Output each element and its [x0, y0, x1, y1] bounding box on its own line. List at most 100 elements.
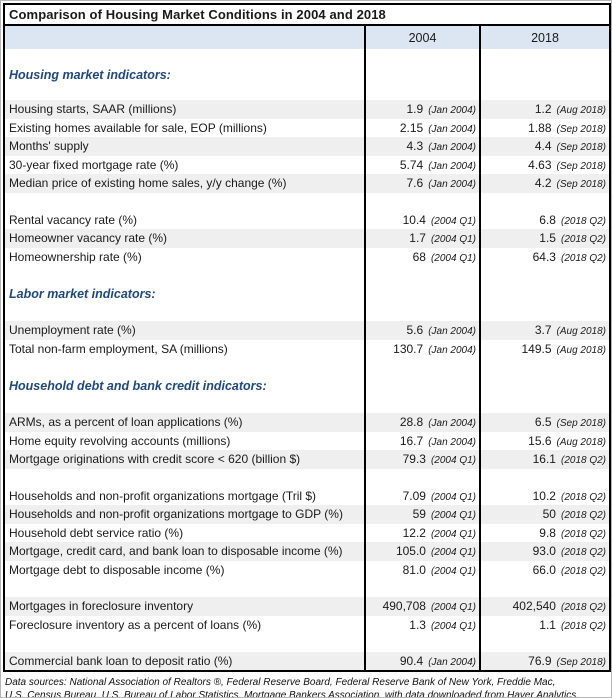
- spacer-label-cell: [4, 634, 365, 652]
- value-number: 149.5: [521, 341, 552, 356]
- value-2004-cell: 1.7 (2004 Q1): [364, 229, 480, 248]
- value-date: (2004 Q1): [430, 528, 476, 540]
- spacer-2018-cell: [478, 579, 611, 597]
- value-2018-cell: 1.88 (Sep 2018): [478, 118, 611, 137]
- value-2018-cell: 3.7 (Aug 2018): [478, 321, 611, 340]
- value-number: 1.7: [409, 231, 426, 246]
- value-group: 1.2 (Aug 2018): [482, 102, 609, 117]
- value-date: (Jan 2004): [428, 436, 476, 448]
- indicator-label-cell: Existing homes available for sale, EOP (…: [9, 120, 267, 135]
- value-number: 6.5: [534, 415, 552, 430]
- value-date: (Aug 2018): [556, 344, 607, 356]
- value-group: 90.4 (Jan 2004): [367, 654, 479, 668]
- spacer-2018-cell: [478, 468, 611, 487]
- value-2004-cell: 10.4 (2004 Q1): [364, 210, 480, 229]
- value-date: (Jan 2004): [428, 160, 476, 172]
- spacer-2018-cell: [478, 192, 611, 211]
- indicator-label-cell: Mortgage, credit card, and bank loan to …: [4, 542, 365, 561]
- value-group: 93.0 (2018 Q2): [482, 544, 609, 559]
- column-header-2004: 2004: [364, 25, 480, 49]
- value-date: (2018 Q2): [560, 547, 607, 559]
- indicator-label-cell: 30-year fixed mortgage rate (%): [9, 157, 179, 172]
- value-date: (2018 Q2): [560, 455, 607, 467]
- value-group: 149.5 (Aug 2018): [482, 341, 609, 356]
- value-group: 1.9 (Jan 2004): [367, 102, 479, 117]
- value-number: 4.4: [534, 139, 552, 154]
- value-date: (Jan 2004): [428, 123, 476, 135]
- value-number: 6.8: [539, 212, 556, 227]
- value-2018-cell: 64.3 (2018 Q2): [478, 247, 611, 266]
- value-date: (2018 Q2): [560, 620, 607, 632]
- empty-2018-cell: [478, 266, 611, 321]
- spacer-2004-cell: [364, 468, 480, 487]
- value-2018-cell: 6.5 (Sep 2018): [478, 413, 611, 432]
- value-date: (Jan 2004): [428, 142, 476, 154]
- value-group: 1.88 (Sep 2018): [482, 120, 609, 135]
- value-2004-cell: 2.15 (Jan 2004): [364, 118, 480, 137]
- value-2004-cell: 1.9 (Jan 2004): [364, 100, 480, 119]
- value-date: (2004 Q1): [430, 510, 476, 522]
- empty-2004-cell: [364, 49, 480, 100]
- value-date: (Jan 2004): [428, 344, 476, 356]
- value-2004-cell: 130.7 (Jan 2004): [364, 339, 480, 358]
- value-date: (2018 Q2): [560, 602, 607, 614]
- value-group: 59 (2004 Q1): [367, 507, 479, 522]
- value-number: 1.88: [528, 120, 552, 135]
- spacer-label-cell: [4, 193, 365, 211]
- value-2018-cell: 4.4 (Sep 2018): [478, 137, 611, 156]
- value-number: 16.7: [399, 433, 424, 448]
- value-2018-cell: 93.0 (2018 Q2): [478, 542, 611, 561]
- value-2004-cell: 79.3 (2004 Q1): [364, 450, 480, 469]
- indicator-label-cell: Rental vacancy rate (%): [9, 212, 138, 227]
- value-date: (2018 Q2): [560, 215, 607, 227]
- spacer-2004-cell: [364, 634, 480, 652]
- value-group: 2.15 (Jan 2004): [367, 121, 479, 135]
- value-group: 6.8 (2018 Q2): [482, 212, 609, 227]
- value-number: 5.6: [406, 323, 424, 338]
- section-heading-cell: Labor market indicators:: [4, 266, 365, 321]
- table-row: Total non-farm employment, SA (millions)…: [4, 339, 611, 358]
- value-number: 105.0: [395, 544, 426, 559]
- table-row: Household debt service ratio (%) 12.2 (200…: [4, 523, 611, 542]
- title-row: Comparison of Housing Market Conditions …: [4, 4, 611, 26]
- value-group: 81.0 (2004 Q1): [367, 562, 479, 577]
- indicator-column-header: [4, 25, 365, 49]
- table-row: Home equity revolving accounts (millions…: [4, 431, 611, 450]
- spacer-row: [4, 192, 611, 211]
- value-2004-cell: 90.4 (Jan 2004): [364, 652, 480, 671]
- value-number: 16.1: [532, 452, 556, 467]
- value-number: 9.8: [539, 525, 556, 540]
- value-number: 1.9: [406, 102, 424, 117]
- value-date: (Sep 2018): [556, 418, 607, 430]
- indicator-label-cell: Months' supply: [4, 137, 365, 156]
- indicator-label-cell: Median price of existing home sales, y/y…: [4, 174, 365, 193]
- section-heading-cell: Housing market indicators:: [4, 49, 365, 100]
- table-row: Mortgages in foreclosure inventory 490,70…: [4, 597, 611, 616]
- table-row: Housing starts, SAAR (millions) 1.9 (Jan 2…: [4, 100, 611, 119]
- value-number: 3.7: [534, 323, 552, 338]
- value-2018-cell: 4.2 (Sep 2018): [478, 174, 611, 193]
- value-date: (Jan 2004): [428, 418, 476, 430]
- value-2004-cell: 16.7 (Jan 2004): [364, 431, 480, 450]
- value-2004-cell: 59 (2004 Q1): [364, 505, 480, 524]
- value-2018-cell: 16.1 (2018 Q2): [478, 450, 611, 469]
- value-2018-cell: 402,540 (2018 Q2): [478, 597, 611, 616]
- value-number: 12.2: [402, 525, 426, 540]
- value-date: (2018 Q2): [560, 252, 607, 264]
- indicator-label-cell: Mortgage originations with credit score …: [4, 450, 365, 469]
- value-date: (Sep 2018): [556, 179, 607, 191]
- value-date: (2004 Q1): [430, 547, 476, 559]
- value-number: 1.3: [409, 617, 426, 632]
- value-date: (Sep 2018): [556, 142, 607, 154]
- value-group: 1.7 (2004 Q1): [367, 231, 479, 246]
- value-number: 79.3: [402, 452, 426, 467]
- value-group: 64.3 (2018 Q2): [482, 250, 609, 264]
- value-date: (Aug 2018): [556, 105, 607, 117]
- value-group: 68 (2004 Q1): [367, 250, 479, 264]
- value-2018-cell: 1.5 (2018 Q2): [478, 229, 611, 248]
- value-2004-cell: 81.0 (2004 Q1): [364, 560, 480, 579]
- value-date: (Sep 2018): [556, 160, 607, 172]
- value-number: 81.0: [402, 562, 426, 577]
- section-heading: Household debt and bank credit indicator…: [9, 378, 267, 393]
- value-date: (Sep 2018): [556, 656, 607, 668]
